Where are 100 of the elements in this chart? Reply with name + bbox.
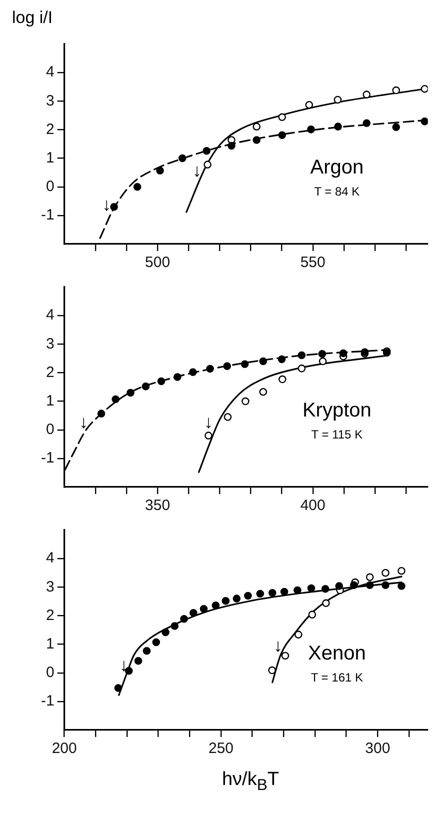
y-tick-label: 4 [46, 550, 54, 567]
point [204, 160, 212, 168]
point [157, 377, 166, 386]
y-tick-label: 0 [46, 421, 54, 438]
point [294, 630, 302, 638]
point [278, 113, 286, 122]
annotation: Argon [310, 156, 364, 179]
point [335, 582, 344, 590]
point [256, 590, 264, 598]
point [307, 584, 316, 592]
point [392, 123, 400, 132]
y-tick-label: 1 [46, 149, 54, 166]
point [178, 154, 186, 162]
point [278, 355, 286, 364]
point [318, 350, 326, 358]
point [244, 592, 252, 600]
point [339, 349, 348, 358]
point [112, 395, 120, 404]
point [362, 90, 370, 98]
point [232, 594, 241, 602]
y-tick-label: -1 [40, 450, 54, 467]
point [398, 566, 406, 575]
point [382, 568, 390, 577]
x-tick-label: 500 [145, 254, 170, 272]
point [280, 588, 288, 596]
annotation: ↓ [119, 654, 128, 675]
point [307, 126, 315, 134]
point [350, 581, 358, 590]
annotation: ↓ [274, 636, 283, 656]
point [134, 656, 142, 665]
y-tick-label: 2 [46, 606, 54, 624]
point [278, 131, 286, 140]
point [268, 666, 276, 674]
x-tick-label: 200 [52, 740, 77, 758]
y-tick-label: 1 [46, 635, 54, 652]
point [240, 360, 249, 368]
y-tick-label: 4 [46, 64, 54, 81]
y-tick-label: -1 [40, 206, 54, 224]
y-tick-label: 3 [46, 92, 54, 110]
point [156, 166, 164, 174]
x-tick-label: 250 [208, 740, 234, 758]
y-tick-label: 0 [46, 178, 54, 195]
point [281, 652, 290, 660]
point [142, 646, 151, 655]
point [298, 364, 306, 372]
annotation: T = 115 K [311, 427, 363, 442]
point [206, 364, 214, 373]
y-tick-label: 0 [46, 664, 54, 681]
point [259, 357, 268, 366]
point [305, 100, 314, 109]
point [278, 375, 286, 384]
point [252, 136, 261, 144]
annotation: ↓ [204, 412, 213, 432]
point [308, 610, 316, 618]
y-tick-label: -1 [40, 692, 54, 710]
point [252, 122, 261, 130]
x-tick-label: 400 [300, 497, 326, 514]
point [294, 586, 302, 594]
point [190, 608, 198, 617]
point [382, 581, 390, 590]
point [259, 388, 268, 396]
point [366, 573, 374, 582]
point [318, 357, 327, 366]
annotation: Xenon [308, 642, 366, 665]
y-tick-label: 3 [46, 578, 54, 596]
point [362, 119, 370, 128]
point [420, 84, 428, 93]
y-tick-label: 2 [46, 364, 54, 381]
point [174, 373, 182, 381]
y-tick-label: 2 [46, 120, 54, 138]
point [268, 588, 276, 597]
y-tick-label: 4 [46, 306, 54, 324]
point [420, 118, 428, 126]
point [142, 382, 150, 390]
annotation: T = 161 K [310, 670, 364, 684]
point [398, 582, 406, 590]
point [110, 202, 118, 211]
point [114, 684, 122, 692]
x-axis-title: hν/k$_{B}$T [220, 769, 280, 795]
point [162, 628, 170, 636]
point [170, 622, 179, 630]
y-tick-label: 1 [46, 392, 54, 410]
point [212, 602, 220, 610]
x-tick-label: 300 [365, 740, 390, 758]
annotation: ↓ [192, 160, 202, 180]
point [126, 388, 134, 397]
point [322, 599, 330, 608]
point [202, 146, 211, 155]
point [222, 596, 230, 605]
point [242, 397, 250, 406]
point [334, 96, 342, 104]
point [392, 86, 400, 94]
point [228, 142, 236, 150]
point [321, 584, 330, 593]
point [334, 122, 342, 130]
point [223, 362, 232, 370]
annotation: ↓ [79, 412, 88, 432]
point [200, 604, 208, 613]
point [189, 368, 197, 376]
x-tick-label: 550 [300, 254, 326, 272]
